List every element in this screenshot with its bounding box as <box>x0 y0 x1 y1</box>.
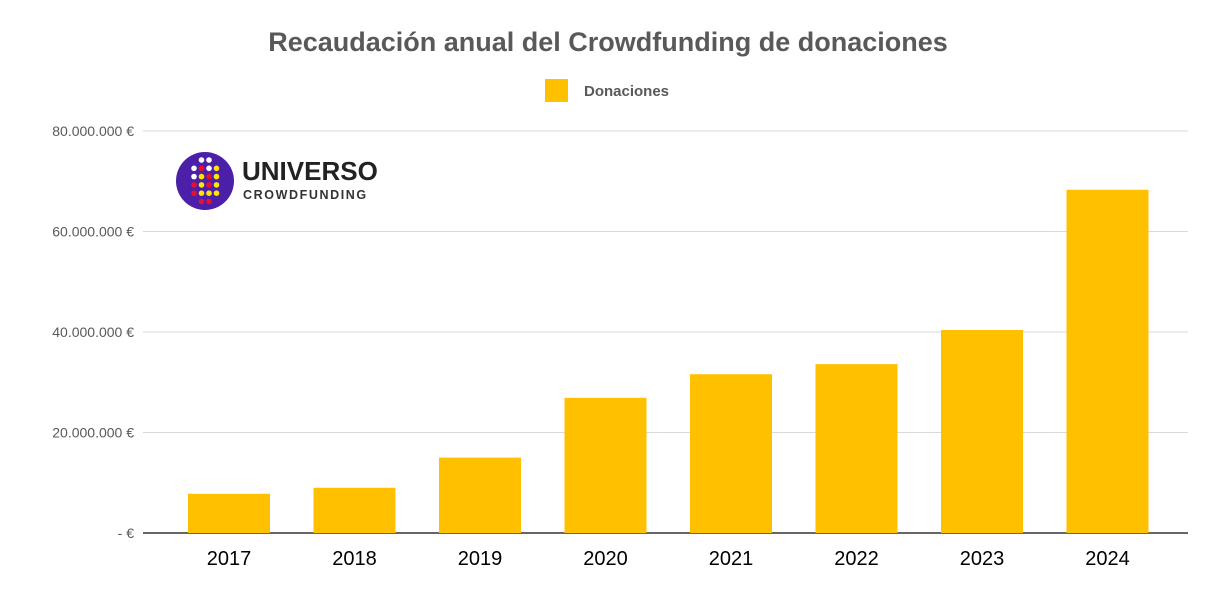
x-tick-label: 2020 <box>583 548 628 570</box>
x-tick-label: 2023 <box>960 548 1005 570</box>
logo-dot-icon <box>213 165 220 172</box>
logo-dot-icon <box>213 173 220 180</box>
x-tick-label: 2024 <box>1085 548 1130 570</box>
logo-sub: CROWDFUNDING <box>243 188 368 202</box>
x-tick-label: 2017 <box>207 548 252 570</box>
logo-dot-icon <box>206 198 212 205</box>
y-tick-label: 60.000.000 € <box>52 224 134 240</box>
x-tick-label: 2021 <box>709 548 754 570</box>
bar-2019 <box>439 457 521 533</box>
logo-dot-icon <box>206 173 212 180</box>
logo-dot-icon <box>191 173 197 180</box>
logo-dot-icon <box>198 198 205 205</box>
x-tick-label: 2018 <box>332 548 377 570</box>
logo-dot-icon <box>213 190 220 196</box>
y-tick-label: 40.000.000 € <box>52 324 134 340</box>
logo-dot-icon <box>198 182 205 188</box>
logo-dot-icon <box>198 165 205 172</box>
logo-dot-icon <box>191 165 197 172</box>
y-tick-label: - € <box>118 525 135 541</box>
legend-label: Donaciones <box>584 83 669 100</box>
logo-dot-icon <box>213 182 220 188</box>
bar-2017 <box>188 493 270 533</box>
bar-2024 <box>1066 189 1149 534</box>
logo-dot-icon <box>191 190 197 196</box>
y-tick-label: 20.000.000 € <box>52 425 134 441</box>
logo-dot-icon <box>206 165 212 172</box>
logo-dot-icon <box>206 157 212 163</box>
logo-dot-icon <box>206 182 212 188</box>
bar-2020 <box>564 397 647 533</box>
logo-dot-icon <box>191 182 197 188</box>
logo-dot-icon <box>198 190 205 196</box>
chart-title: Recaudación anual del Crowdfunding de do… <box>268 27 948 57</box>
bar-2018 <box>313 487 396 533</box>
y-tick-label: 80.000.000 € <box>52 123 134 139</box>
logo-dot-icon <box>198 173 205 180</box>
bar-2023 <box>941 329 1023 533</box>
x-tick-label: 2019 <box>458 548 503 570</box>
logo: UNIVERSO CROWDFUNDING <box>176 152 378 210</box>
x-tick-label: 2022 <box>834 548 879 570</box>
bar-2022 <box>815 364 898 533</box>
logo-circle-icon <box>176 152 234 210</box>
bar-2021 <box>690 374 772 533</box>
legend-swatch <box>545 79 568 102</box>
logo-name: UNIVERSO <box>242 156 378 186</box>
logo-dot-icon <box>206 190 212 196</box>
logo-dot-icon <box>198 157 205 163</box>
